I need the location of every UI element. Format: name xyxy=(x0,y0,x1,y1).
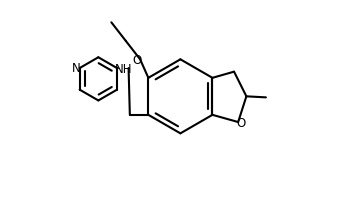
Text: N: N xyxy=(72,61,80,74)
Text: O: O xyxy=(132,54,142,67)
Text: O: O xyxy=(237,116,246,129)
Text: NH: NH xyxy=(115,62,132,75)
